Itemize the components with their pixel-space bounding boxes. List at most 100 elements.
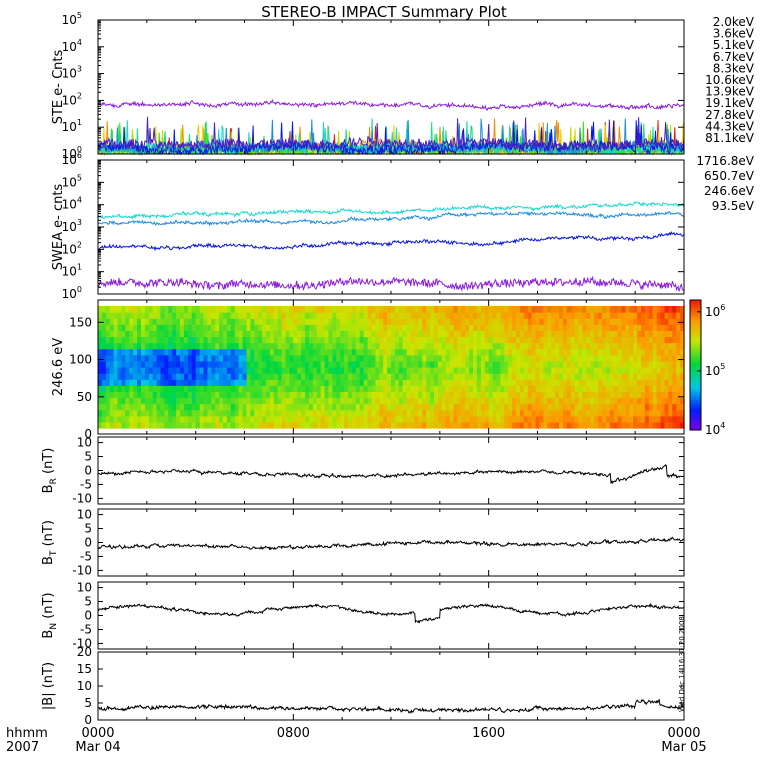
heatmap-cell (434, 379, 439, 386)
heatmap-cell (305, 312, 310, 319)
heatmap-cell (223, 306, 228, 313)
heatmap-cell (461, 360, 466, 368)
heatmap-cell (469, 360, 474, 368)
heatmap-cell (387, 354, 392, 362)
heatmap-cell (379, 354, 384, 362)
heatmap-cell (648, 373, 654, 380)
heatmap-cell (582, 360, 587, 368)
heatmap-cell (598, 360, 603, 368)
heatmap-cell (164, 397, 169, 405)
heatmap-cell (383, 391, 388, 399)
heatmap-cell (516, 354, 521, 362)
heatmap-cell (332, 336, 337, 344)
heatmap-cell (566, 367, 572, 374)
heatmap-cell (402, 397, 408, 405)
heatmap-cell (406, 348, 412, 356)
heatmap-cell (383, 409, 388, 417)
heatmap-cell (445, 373, 451, 380)
heatmap-cell (434, 373, 439, 380)
heatmap-cell (359, 373, 365, 380)
heatmap-cell (351, 397, 357, 405)
heatmap-cell (605, 397, 611, 405)
heatmap-cell (555, 367, 560, 374)
heatmap-cell (476, 330, 482, 338)
heatmap-cell (351, 373, 357, 380)
heatmap-cell (633, 409, 638, 417)
heatmap-cell (633, 324, 638, 331)
heatmap-cell (535, 379, 540, 386)
heatmap-cell (398, 306, 404, 313)
heatmap-cell (316, 397, 322, 405)
heatmap-cell (676, 397, 681, 405)
heatmap-cell (195, 385, 201, 392)
heatmap-cell (152, 385, 158, 392)
heatmap-cell (355, 336, 361, 344)
heatmap-cell (351, 324, 357, 331)
heatmap-cell (277, 354, 283, 362)
heatmap-cell (156, 421, 162, 429)
heatmap-cell (156, 336, 162, 344)
colorbar-step (690, 427, 701, 431)
heatmap-cell (289, 397, 294, 405)
heatmap-cell (531, 360, 537, 368)
heatmap-cell (297, 403, 302, 411)
heatmap-cell (375, 403, 380, 411)
heatmap-cell (406, 318, 412, 325)
heatmap-cell (465, 421, 470, 429)
heatmap-cell (539, 318, 544, 325)
heatmap-cell (148, 348, 154, 356)
heatmap-cell (336, 330, 341, 338)
heatmap-cell (238, 318, 244, 325)
heatmap-cell (266, 385, 271, 392)
heatmap-cell (680, 367, 685, 374)
bmag-ylabel: |B| (nT) (41, 662, 56, 710)
heatmap-cell (332, 415, 337, 423)
heatmap-cell (172, 342, 177, 350)
heatmap-cell (324, 330, 330, 338)
heatmap-cell (598, 379, 603, 386)
heatmap-cell (242, 403, 247, 411)
heatmap-cell (305, 409, 310, 417)
heatmap-cell (250, 415, 255, 423)
heatmap-cell (285, 367, 290, 374)
heatmap-cell (305, 379, 310, 386)
heatmap-cell (172, 330, 177, 338)
heatmap-cell (230, 336, 236, 344)
heatmap-cell (555, 391, 560, 399)
heatmap-cell (379, 342, 384, 350)
heatmap-cell (297, 373, 302, 380)
heatmap-cell (637, 409, 642, 417)
heatmap-cell (234, 409, 240, 417)
heatmap-cell (391, 373, 396, 380)
heatmap-cell (480, 373, 486, 380)
heatmap-cell (648, 397, 654, 405)
heatmap-cell (191, 367, 197, 374)
heatmap-cell (285, 379, 290, 386)
heatmap-cell (203, 312, 208, 319)
heatmap-cell (215, 409, 220, 417)
heatmap-cell (644, 373, 650, 380)
heatmap-cell (203, 348, 208, 356)
heatmap-cell (476, 348, 482, 356)
heatmap-cell (473, 354, 478, 362)
heatmap-cell (613, 421, 619, 429)
heatmap-cell (629, 403, 634, 411)
heatmap-cell (617, 421, 623, 429)
heatmap-cell (648, 354, 654, 362)
heatmap-cell (531, 318, 537, 325)
heatmap-cell (644, 348, 650, 356)
heatmap-cell (238, 367, 244, 374)
heatmap-cell (109, 415, 115, 423)
heatmap-cell (480, 415, 486, 423)
heatmap-cell (539, 403, 544, 411)
heatmap-cell (422, 367, 427, 374)
heatmap-cell (457, 336, 462, 344)
heatmap-cell (219, 367, 224, 374)
heatmap-cell (543, 391, 548, 399)
heatmap-cell (555, 373, 560, 380)
heatmap-cell (367, 324, 373, 331)
bt-ylabel-sub: T (49, 550, 59, 557)
heatmap-cell (578, 367, 583, 374)
heatmap-cell (566, 318, 572, 325)
heatmap-cell (680, 379, 685, 386)
